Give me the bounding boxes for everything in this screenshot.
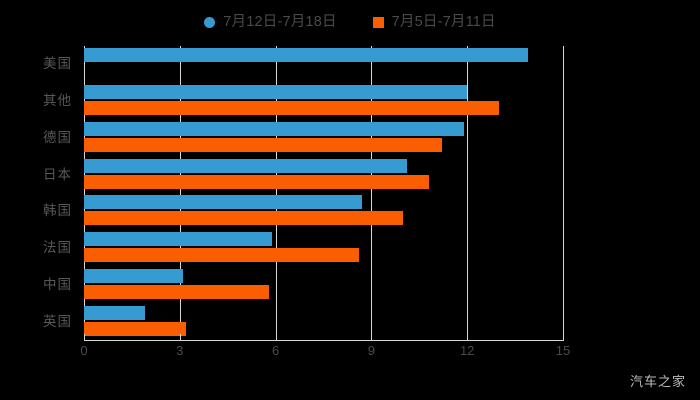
x-tickmark-9 [371, 334, 373, 341]
x-tickmark-12 [467, 334, 469, 341]
bar-group [84, 230, 563, 267]
bar-group [84, 303, 563, 340]
y-axis-category-label: 其他 [43, 93, 72, 109]
chart-plot-area [84, 46, 564, 340]
x-tick-label-6: 6 [271, 343, 280, 358]
legend-label-series-1: 7月12日-7月18日 [223, 13, 337, 30]
bar-series-1[interactable] [84, 268, 183, 283]
x-tickmark-15 [563, 334, 564, 341]
gridline-15 [563, 46, 564, 340]
bar-series-1[interactable] [84, 121, 464, 136]
y-axis-category-label: 中国 [43, 276, 72, 292]
bar-series-2[interactable] [84, 211, 404, 226]
gridline-0 [84, 46, 85, 340]
bar-group [84, 120, 563, 157]
bar-series-1[interactable] [84, 85, 468, 100]
y-axis-category-label: 美国 [43, 56, 72, 72]
y-axis-category-label: 日本 [43, 166, 72, 182]
legend-swatch-icon-series-1 [204, 16, 216, 28]
x-tickmark-0 [84, 334, 85, 341]
legend-label-series-2: 7月5日-7月11日 [391, 13, 496, 30]
gridline-9 [371, 46, 373, 340]
bar-series-2[interactable] [84, 284, 270, 299]
bar-series-2[interactable] [84, 248, 359, 263]
gridline-3 [179, 46, 181, 340]
bar-group [84, 193, 563, 230]
y-axis-category-label: 德国 [43, 129, 72, 145]
y-axis-category-label: 法国 [43, 240, 72, 256]
bar-series-2[interactable] [84, 101, 500, 116]
bar-series-1[interactable] [84, 158, 407, 173]
bar-series-2[interactable] [84, 174, 429, 189]
y-axis-category-label: 英国 [43, 313, 72, 329]
bar-series-1[interactable] [84, 195, 362, 210]
bar-group [84, 267, 563, 304]
bar-series-1[interactable] [84, 305, 145, 320]
x-tickmark-6 [275, 334, 277, 341]
x-tickmark-3 [179, 334, 181, 341]
gridline-12 [467, 46, 469, 340]
bar-group [84, 83, 563, 120]
gridline-6 [275, 46, 277, 340]
legend-entry-series-1[interactable]: 7月12日-7月18日 [204, 15, 336, 30]
x-tick-label-15: 15 [555, 343, 571, 358]
bar-series-1[interactable] [84, 48, 528, 63]
bar-group [84, 156, 563, 193]
watermark: 汽车之家 [629, 374, 686, 389]
x-tick-label-0: 0 [80, 343, 88, 358]
legend-entry-series-2[interactable]: 7月5日-7月11日 [372, 13, 496, 30]
x-tick-label-12: 12 [459, 343, 475, 358]
bar-group [84, 46, 563, 83]
bar-series-2[interactable] [84, 137, 442, 152]
y-axis-category-label: 韩国 [43, 203, 72, 219]
bar-series-2[interactable] [84, 321, 187, 336]
x-tick-label-3: 3 [176, 343, 184, 358]
legend-swatch-icon-series-2 [372, 16, 384, 28]
x-tick-label-9: 9 [367, 343, 376, 358]
x-axis-line [84, 340, 564, 341]
bar-series-1[interactable] [84, 232, 273, 247]
chart-legend: 7月12日-7月18日 7月5日-7月11日 [0, 8, 700, 36]
